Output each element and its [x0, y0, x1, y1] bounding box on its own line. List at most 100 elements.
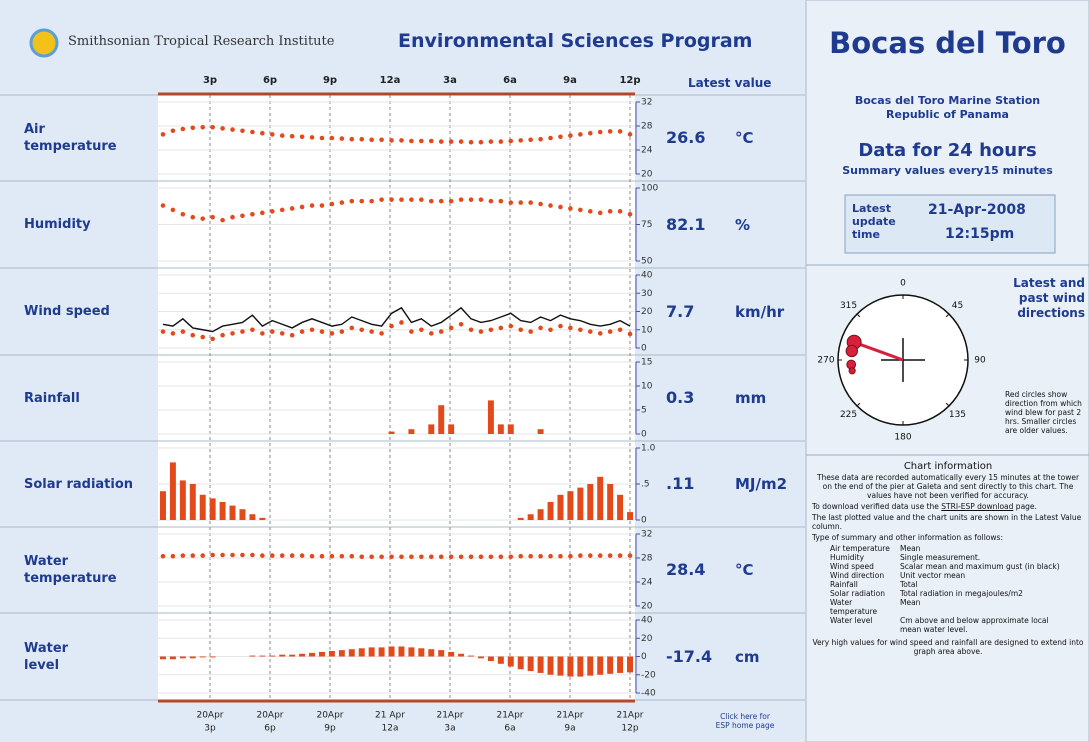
y-tick-label: 0 [641, 516, 647, 526]
y-tick-label: 0 [641, 430, 647, 440]
data-dot [578, 553, 583, 558]
data-dot [379, 197, 384, 202]
y-tick-label: 10 [641, 382, 653, 392]
y-tick-label: 0 [641, 652, 647, 662]
data-bar [408, 647, 415, 657]
summary-desc: Mean [900, 544, 921, 553]
data-dot [617, 129, 623, 134]
summary-row: Humidity Single measurement. [830, 553, 1084, 562]
data-dot [319, 203, 325, 208]
data-bar [627, 512, 634, 520]
data-dot [190, 553, 196, 558]
summary-row: Solar radiation Total radiation in megajo… [830, 589, 1084, 598]
data-dot [379, 137, 384, 143]
data-dot [260, 130, 265, 136]
data-dot [528, 200, 533, 205]
y-tick-label: 10 [641, 325, 653, 335]
data-dot [250, 327, 255, 333]
row-label: Humidity [24, 217, 91, 232]
data-dot [389, 197, 394, 202]
data-dot [240, 329, 245, 334]
data-dot [349, 553, 355, 559]
info-paragraph: To download verified data use the STRI-E… [812, 502, 1084, 511]
data-bar [587, 656, 594, 676]
summary-desc: Unit vector mean [900, 571, 966, 580]
data-dot [279, 133, 285, 138]
data-bar [587, 484, 594, 520]
data-dot [359, 198, 365, 204]
data-bar [159, 491, 166, 520]
data-dot [468, 197, 474, 202]
unit: °C [735, 561, 754, 579]
data-bar [497, 656, 504, 664]
wind-circle [848, 367, 856, 375]
data-bar [577, 487, 584, 520]
date-label: 20Apr [256, 711, 283, 721]
data-dot [568, 133, 573, 138]
data-bar [318, 651, 325, 657]
data-dot [200, 216, 206, 221]
y-tick-label: 32 [641, 98, 652, 108]
time-label: 12a [380, 75, 401, 86]
data-dot [269, 553, 275, 558]
summary-item: Rainfall [830, 580, 858, 589]
data-dot [508, 554, 514, 560]
data-dot [468, 327, 474, 333]
home-link[interactable]: Click here for ESP home page [715, 712, 775, 730]
summary-row: Water level Cm above and below approximat… [830, 616, 1084, 634]
latest-value: 28.4 [666, 560, 706, 579]
compass-label: 225 [840, 410, 857, 420]
data-dot [240, 128, 245, 134]
data-dot [627, 211, 633, 217]
data-dot [488, 139, 494, 144]
update-time: 12:15pm [945, 226, 1015, 242]
data-dot [190, 125, 196, 131]
data-dot [607, 553, 613, 558]
data-dot [409, 138, 414, 144]
unit: % [735, 215, 751, 234]
data-dot [170, 553, 176, 559]
data-bar [348, 649, 355, 657]
data-dot [319, 135, 325, 141]
data-dot [329, 331, 335, 336]
data-dot [309, 553, 315, 559]
y-tick-label: 15 [641, 358, 652, 368]
station: Bocas del Toro Marine Station [854, 94, 1041, 107]
summary-row: Wind speed Scalar mean and maximum gust (… [830, 562, 1084, 571]
data-dot [309, 203, 315, 208]
data-dot [627, 132, 633, 137]
summary-item: Water temperature [830, 598, 878, 616]
data-bar [169, 462, 176, 520]
data-bar [338, 650, 345, 657]
data-dot [210, 124, 215, 130]
summary-row: Wind direction Unit vector mean [830, 571, 1084, 580]
download-link[interactable]: STRI-ESP download [941, 502, 1014, 511]
compass-label: 180 [894, 433, 911, 443]
data-dot [428, 331, 434, 336]
data-bar [159, 656, 166, 660]
data-dot [538, 553, 543, 559]
y-tick-label: 5 [641, 406, 647, 416]
data-bar [378, 647, 385, 657]
data-dot [399, 197, 404, 202]
data-dot [269, 329, 275, 334]
date-label: 21Apr [556, 711, 583, 721]
data-dot [200, 124, 206, 130]
y-tick-label: 32 [641, 530, 652, 540]
wind-vector [854, 341, 904, 362]
data-bar [328, 651, 335, 657]
summary-desc: Single measurement. [900, 553, 981, 562]
unit: °C [735, 129, 754, 147]
data-dot [190, 214, 196, 220]
data-dot [458, 139, 464, 144]
data-dot [617, 553, 623, 558]
data-bar [249, 655, 256, 657]
data-dot [478, 139, 484, 145]
data-dot [538, 201, 543, 207]
data-bar [358, 648, 365, 657]
date-time-label: 6p [264, 724, 276, 734]
data-dot [220, 217, 225, 223]
data-dot [478, 329, 484, 334]
y-tick-label: 50 [641, 257, 653, 267]
data-dot [617, 209, 623, 214]
